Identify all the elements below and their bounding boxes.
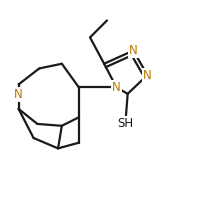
Text: N: N: [112, 81, 121, 94]
Text: N: N: [14, 88, 23, 101]
Text: N: N: [143, 68, 152, 82]
Text: SH: SH: [118, 117, 134, 130]
Text: N: N: [129, 44, 138, 57]
